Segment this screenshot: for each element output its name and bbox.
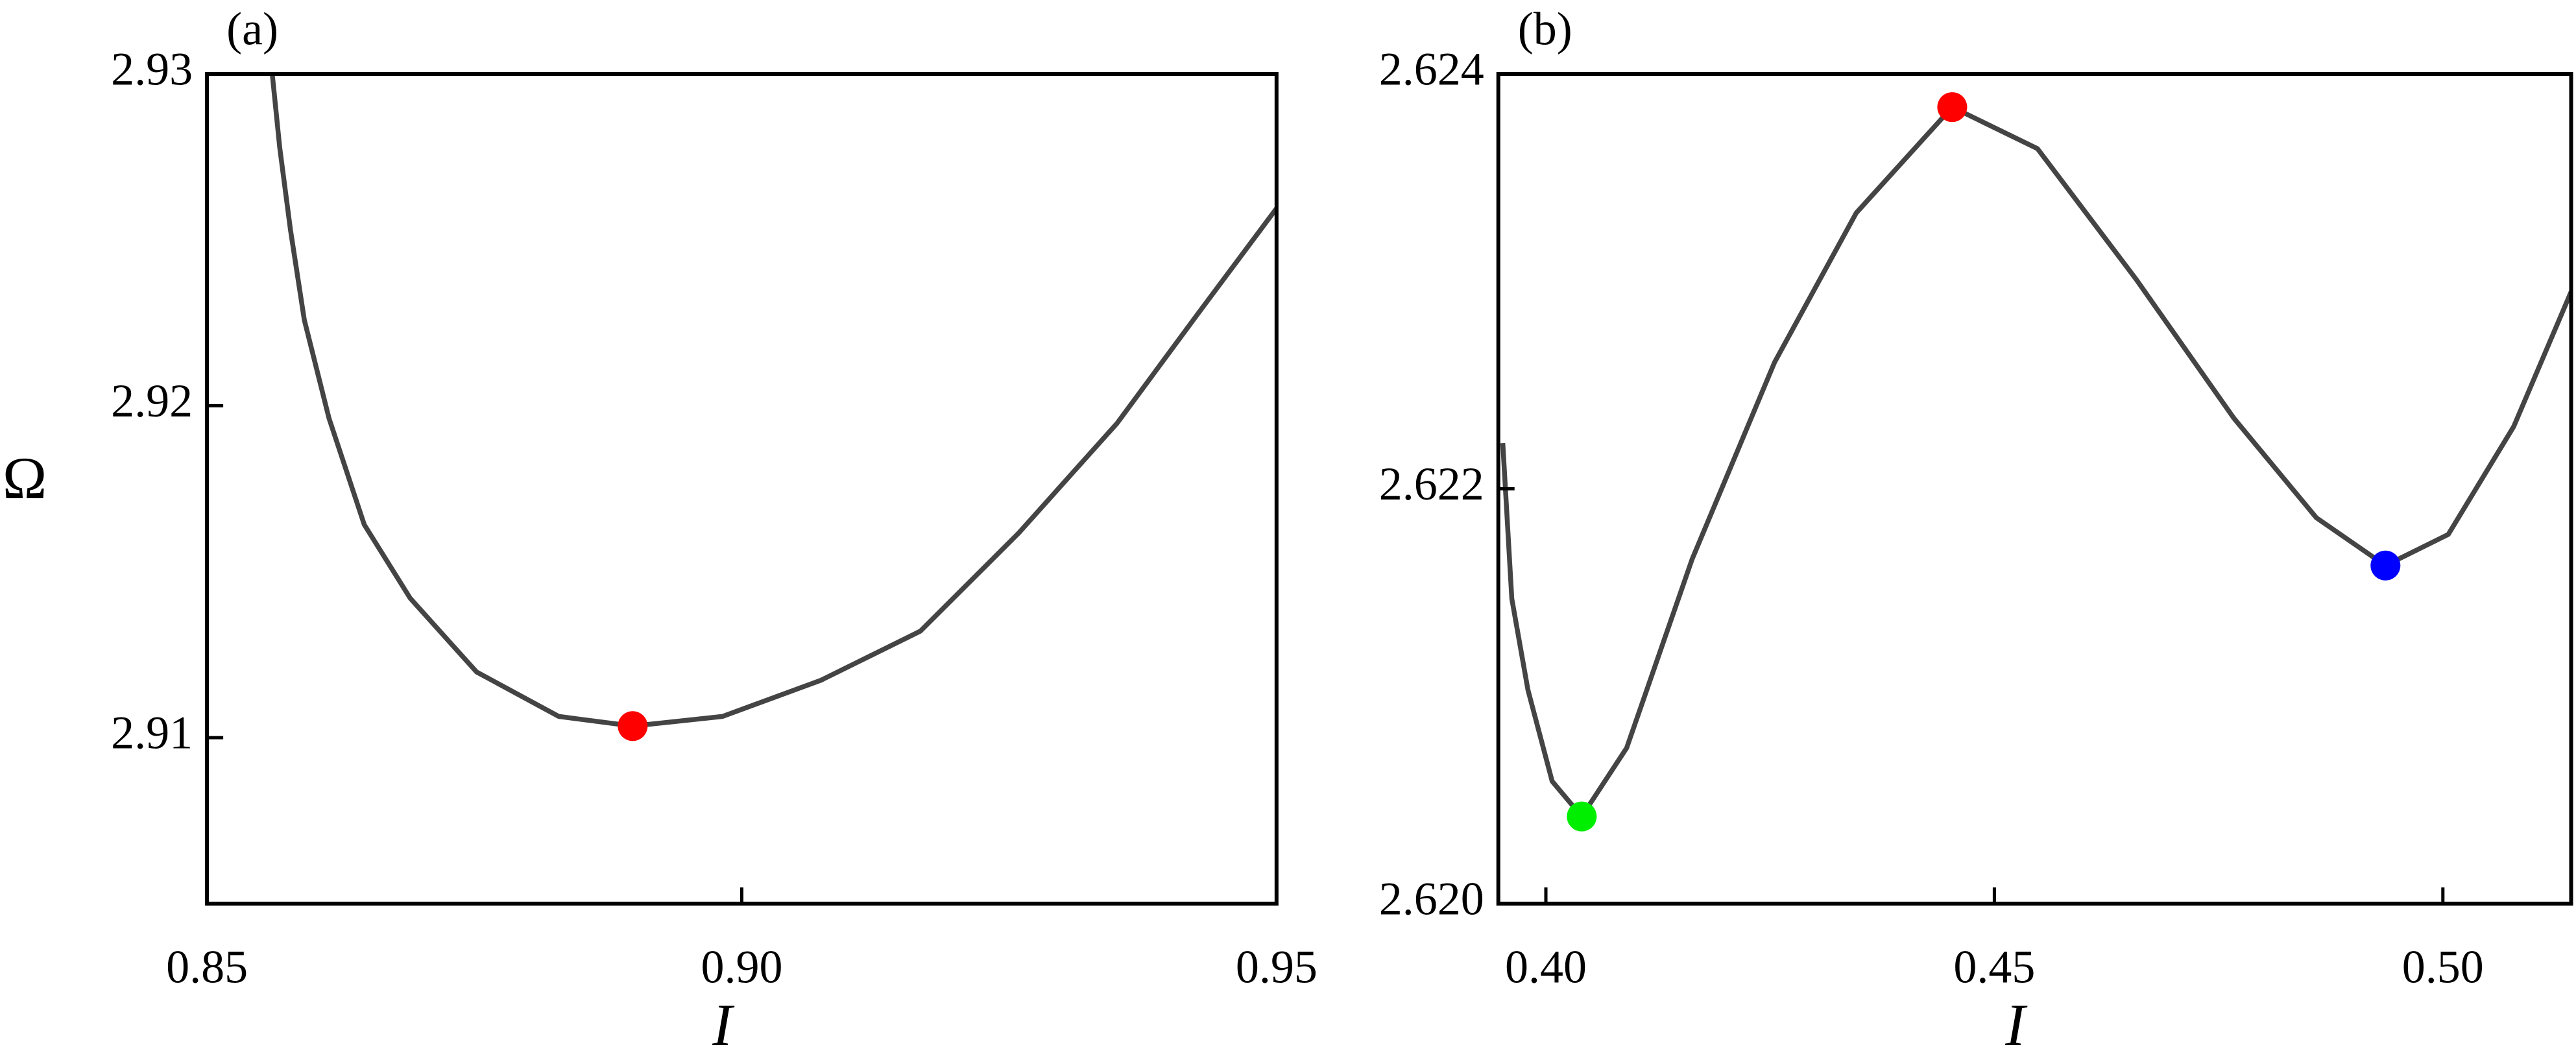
y-tick-label: 2.93 xyxy=(111,43,193,95)
x-tick-label: 0.90 xyxy=(701,941,782,993)
x-axis-label: I xyxy=(712,992,735,1058)
marker xyxy=(2370,550,2401,581)
x-axis-label: I xyxy=(2004,992,2028,1058)
y-tick-label: 2.624 xyxy=(1379,43,1484,95)
x-tick-label: 0.95 xyxy=(1236,941,1318,993)
marker xyxy=(1567,801,1597,832)
x-tick-label: 0.85 xyxy=(166,941,248,993)
y-axis-label: Ω xyxy=(3,445,47,511)
x-tick-label: 0.50 xyxy=(2402,941,2484,993)
axes-frame xyxy=(205,71,1279,906)
y-tick-label: 2.620 xyxy=(1379,873,1484,924)
y-tick-label: 2.91 xyxy=(111,707,193,759)
panel-label: (b) xyxy=(1518,3,1572,55)
marker xyxy=(618,711,648,741)
panel-label: (a) xyxy=(226,3,278,55)
marker xyxy=(1937,92,1968,123)
curve xyxy=(269,73,1277,729)
x-tick-label: 0.40 xyxy=(1505,941,1587,993)
y-tick-label: 2.92 xyxy=(111,375,193,427)
y-tick-label: 2.622 xyxy=(1379,458,1484,510)
axes-frame xyxy=(1496,71,2573,906)
curve xyxy=(1500,104,2571,819)
x-tick-label: 0.45 xyxy=(1953,941,2035,993)
